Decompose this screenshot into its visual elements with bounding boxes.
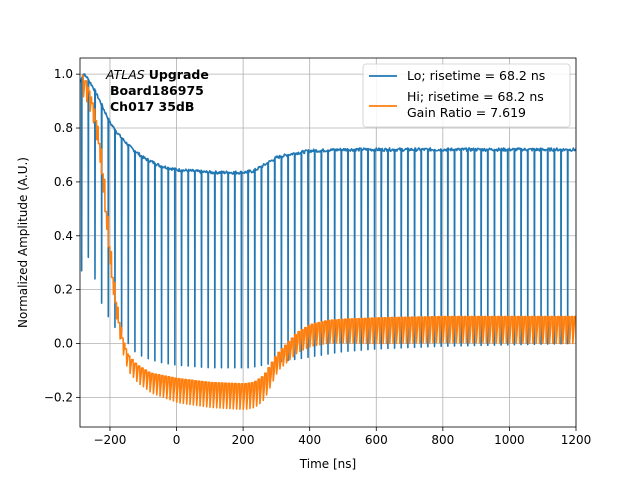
x-tick-label: 800 <box>431 433 454 447</box>
x-tick-label: 1000 <box>494 433 525 447</box>
x-tick-label: 1200 <box>561 433 592 447</box>
y-tick-label: 0.6 <box>54 175 73 189</box>
axes-frame <box>79 57 577 428</box>
x-tick-label: 200 <box>232 433 255 447</box>
x-axis-label: Time [ns] <box>299 457 356 471</box>
annotation-upgrade: Upgrade <box>149 67 209 82</box>
series-lo-line <box>80 73 576 369</box>
legend-hi-label-line2: Gain Ratio = 7.619 <box>407 105 526 120</box>
series-hi-line <box>81 74 576 411</box>
legend-hi-label-line1: Hi; risetime = 68.2 ns <box>407 89 544 104</box>
annotation-line1: ATLAS Upgrade <box>105 67 209 82</box>
y-tick-label: −0.2 <box>44 390 73 404</box>
y-tick-label: 0.4 <box>54 229 73 243</box>
y-tick-label: 1.0 <box>54 67 73 81</box>
annotation-board: Board186975 <box>110 83 204 98</box>
x-tick-label: 400 <box>298 433 321 447</box>
x-tick-label: 600 <box>365 433 388 447</box>
annotation-atlas: ATLAS <box>105 67 145 82</box>
x-tick-label: −200 <box>93 433 126 447</box>
legend-lo-label: Lo; risetime = 68.2 ns <box>407 68 545 83</box>
x-tick-label: 0 <box>173 433 181 447</box>
annotation-channel: Ch017 35dB <box>110 99 194 114</box>
y-tick-label: 0.0 <box>54 337 73 351</box>
legend-box <box>362 63 571 128</box>
axes-layer: −200 0 200 400 600 800 1000 1200 −0.2 0.0 0.2 0.4 0.… <box>16 57 592 471</box>
y-tick-label: 0.2 <box>54 283 73 297</box>
y-axis-label: Normalized Amplitude (A.U.) <box>16 157 30 328</box>
y-tick-label: 0.8 <box>54 121 73 135</box>
plot-area <box>80 73 576 411</box>
legend: Lo; risetime = 68.2 ns Hi; risetime = 68.… <box>362 63 571 128</box>
